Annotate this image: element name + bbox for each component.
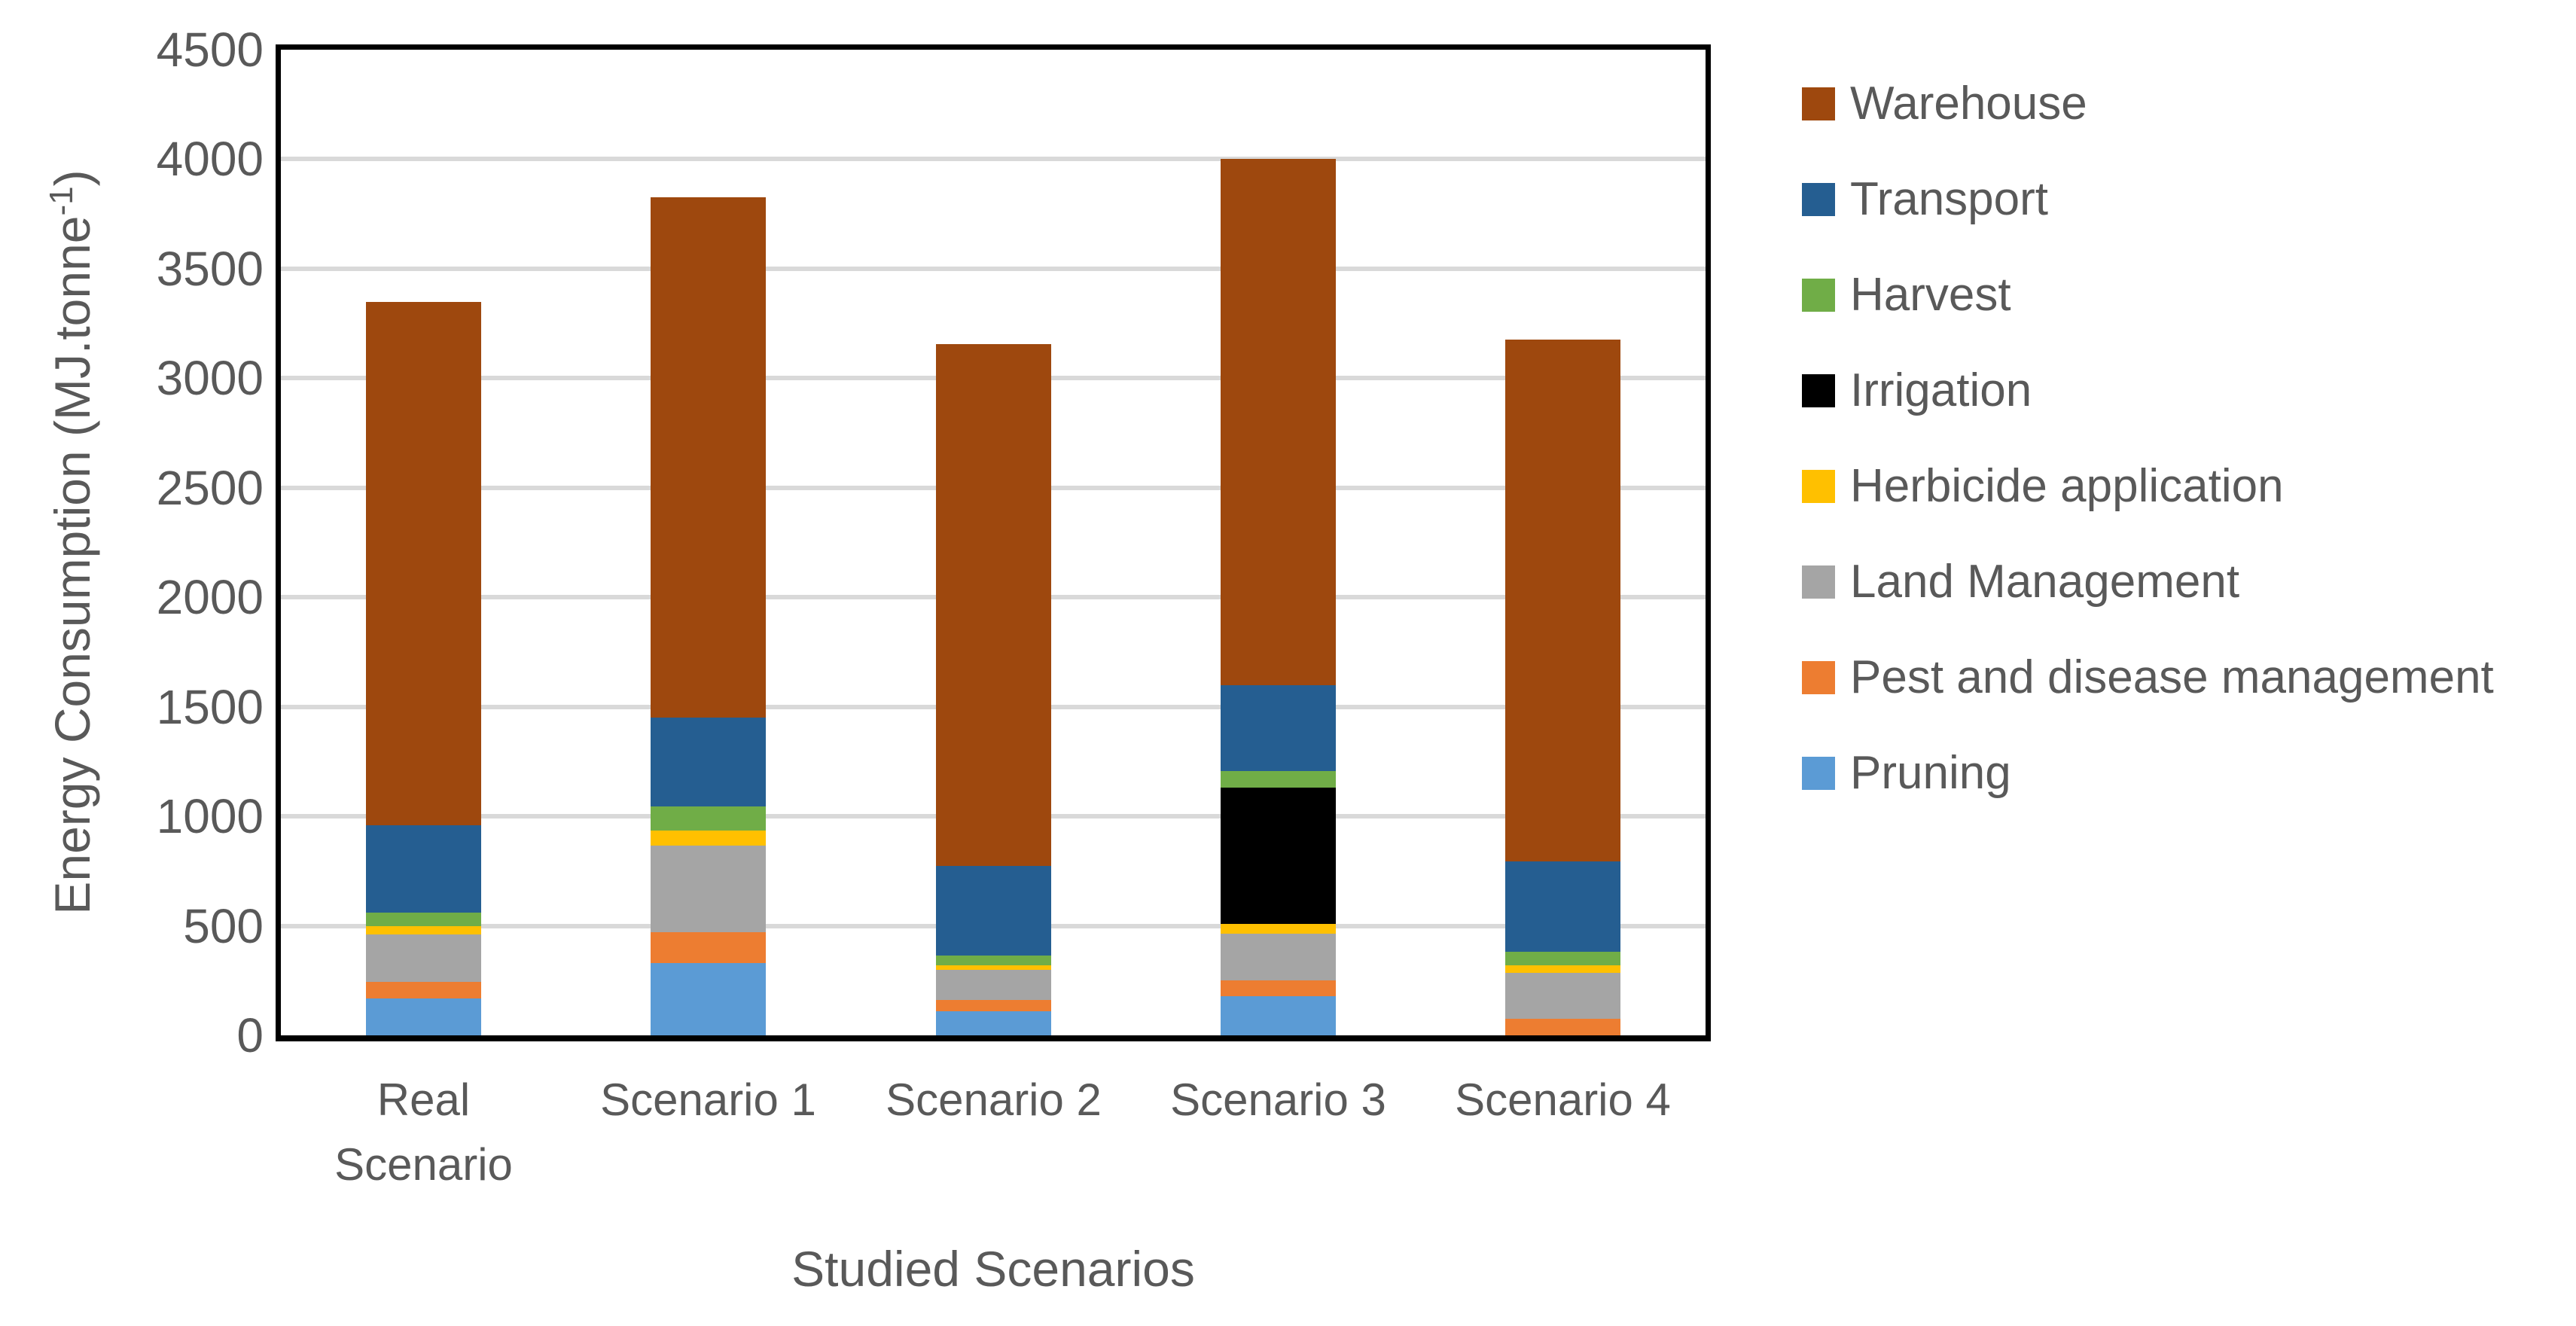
x-category-label-scenario-1: Scenario 1 [600,1075,816,1125]
bar-segment-herbicide-application [1505,965,1620,974]
legend-label-herbicide-application: Herbicide application [1850,460,2284,512]
bar-segment-land-management [1505,973,1620,1020]
y-tick-label-3000: 3000 [156,351,264,406]
legend-swatch-herbicide-application [1802,470,1835,503]
gridline-4000 [281,157,1706,162]
bar-segment-pruning [366,998,481,1035]
bar-stack-scenario-2 [936,50,1051,1035]
bar-segment-transport [1221,684,1336,772]
legend-label-transport: Transport [1850,173,2049,225]
bar-segment-herbicide-application [1221,923,1336,934]
bar-segment-pest-and-disease-management [1221,980,1336,996]
legend-swatch-pruning [1802,757,1835,790]
y-tick-label-2500: 2500 [156,460,264,515]
bar-segment-pest-and-disease-management [1505,1019,1620,1035]
bar-segment-pruning [651,963,766,1035]
y-tick-label-0: 0 [236,1008,264,1062]
legend-swatch-transport [1802,183,1835,216]
bar-segment-land-management [1221,933,1336,981]
bar-segment-transport [1505,861,1620,953]
bar-segment-transport [936,865,1051,956]
y-tick-label-1500: 1500 [156,679,264,734]
bar-segment-harvest [366,913,481,926]
bar-segment-harvest [936,955,1051,965]
bar-segment-harvest [1221,771,1336,788]
legend-label-land-management: Land Management [1850,556,2240,608]
bar-segment-land-management [366,934,481,982]
y-tick-label-2000: 2000 [156,570,264,625]
y-tick-label-4500: 4500 [156,23,264,77]
legend-swatch-land-management [1802,565,1835,599]
bar-segment-warehouse [651,197,766,718]
legend-label-pest-and-disease-management: Pest and disease management [1850,651,2494,703]
bar-stack-scenario-4 [1505,50,1620,1035]
bar-segment-pruning [936,1011,1051,1035]
plot-area [276,44,1711,1041]
bar-segment-warehouse [1505,340,1620,861]
legend-label-pruning: Pruning [1850,747,2011,799]
bar-stack-real-scenario [366,50,481,1035]
bar-segment-warehouse [936,344,1051,866]
legend-swatch-irrigation [1802,374,1835,407]
legend-swatch-pest-and-disease-management [1802,661,1835,694]
legend-label-harvest: Harvest [1850,269,2011,321]
gridline-3500 [281,266,1706,271]
bar-segment-herbicide-application [936,965,1051,970]
y-tick-label-500: 500 [183,898,264,953]
bar-segment-warehouse [1221,159,1336,685]
legend-label-irrigation: Irrigation [1850,364,2032,416]
y-axis-title-superscript: -1 [43,186,80,216]
bar-segment-harvest [651,806,766,831]
x-category-label-real-scenario: Real Scenario [334,1075,513,1190]
bar-stack-scenario-3 [1221,50,1336,1035]
y-tick-label-3500: 3500 [156,241,264,296]
bar-segment-pruning [1221,995,1336,1035]
x-category-label-scenario-3: Scenario 3 [1170,1075,1386,1125]
bar-segment-herbicide-application [366,925,481,935]
bar-segment-pest-and-disease-management [366,981,481,998]
x-category-label-scenario-2: Scenario 2 [886,1075,1102,1125]
x-category-label-scenario-4: Scenario 4 [1455,1075,1671,1125]
bar-segment-land-management [936,969,1051,1001]
bar-segment-herbicide-application [651,831,766,846]
y-tick-label-4000: 4000 [156,132,264,187]
legend-label-warehouse: Warehouse [1850,78,2087,130]
bar-segment-irrigation [1221,788,1336,924]
bar-segment-transport [366,825,481,913]
bar-segment-pest-and-disease-management [936,1000,1051,1012]
legend-swatch-warehouse [1802,87,1835,120]
legend-swatch-harvest [1802,279,1835,312]
bar-segment-land-management [651,846,766,933]
bar-segment-transport [651,718,766,807]
y-tick-label-1000: 1000 [156,789,264,844]
bar-segment-harvest [1505,952,1620,965]
bar-stack-scenario-1 [651,50,766,1035]
bar-segment-pest-and-disease-management [651,932,766,964]
bar-segment-warehouse [366,301,481,825]
x-axis-title: Studied Scenarios [791,1241,1195,1297]
